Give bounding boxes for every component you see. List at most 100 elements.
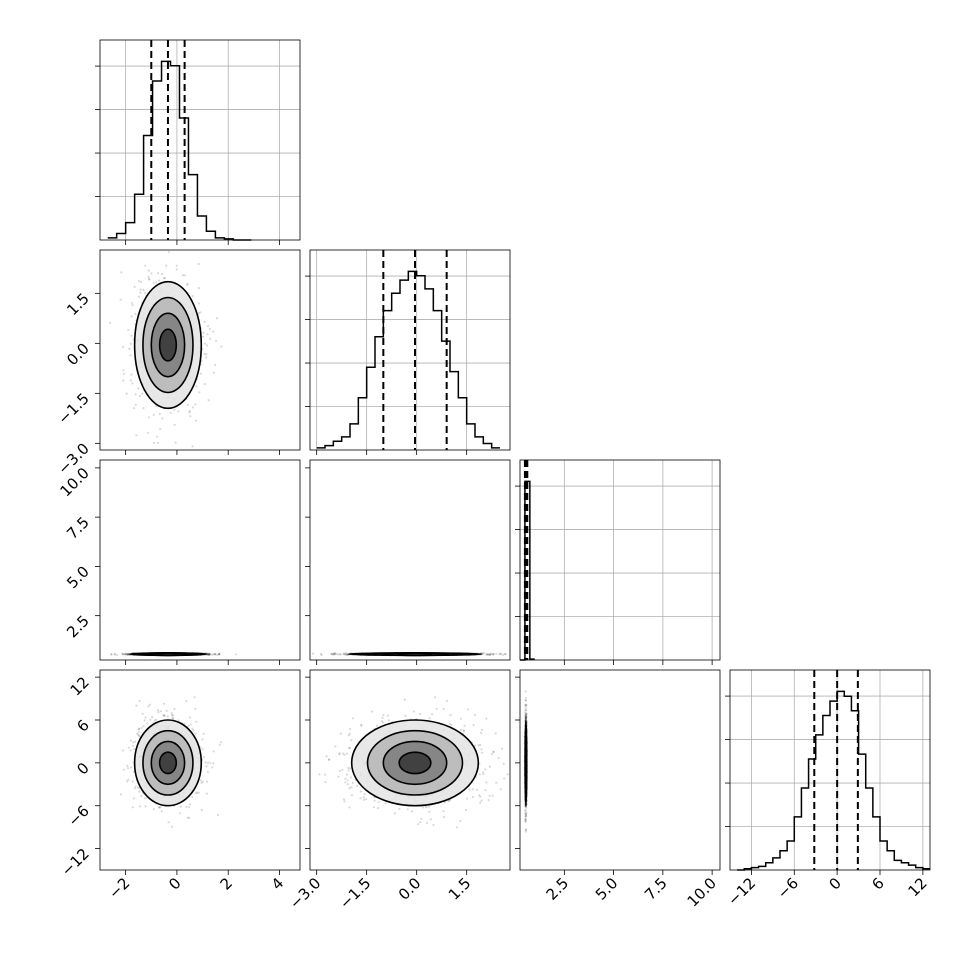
scatter-point bbox=[351, 781, 354, 784]
scatter-point bbox=[147, 705, 150, 708]
scatter-point bbox=[351, 717, 354, 720]
x-tick-label-0-3: 4 bbox=[268, 874, 287, 893]
scatter-point bbox=[376, 724, 379, 727]
scatter-point bbox=[480, 799, 483, 802]
scatter-point bbox=[151, 716, 154, 719]
scatter-point bbox=[486, 653, 489, 656]
scatter-point bbox=[373, 799, 376, 802]
scatter-point bbox=[202, 756, 205, 759]
scatter-point bbox=[149, 718, 152, 721]
panel-1-0: 1.50.0−1.5−3.0 bbox=[54, 249, 301, 478]
scatter-point bbox=[134, 403, 137, 406]
scatter-point bbox=[119, 793, 122, 796]
scatter-point bbox=[345, 773, 348, 776]
scatter-point bbox=[200, 808, 203, 812]
scatter-point bbox=[129, 379, 133, 382]
scatter-point bbox=[127, 746, 130, 749]
panel-2-2 bbox=[515, 459, 721, 665]
scatter-point bbox=[201, 738, 204, 741]
scatter-point bbox=[142, 407, 145, 410]
scatter-point bbox=[205, 765, 208, 768]
scatter-point bbox=[199, 372, 202, 375]
scatter-point bbox=[153, 719, 156, 722]
scatter-point bbox=[174, 441, 177, 444]
scatter-point bbox=[212, 750, 215, 753]
scatter-point bbox=[197, 302, 200, 305]
scatter-point bbox=[131, 744, 135, 748]
scatter-point bbox=[203, 352, 206, 355]
scatter-point bbox=[121, 345, 125, 348]
scatter-point bbox=[203, 320, 206, 323]
scatter-point bbox=[122, 372, 125, 375]
scatter-point bbox=[159, 710, 163, 713]
scatter-point bbox=[142, 288, 145, 291]
y-tick-label-3-4: −12 bbox=[58, 845, 93, 880]
scatter-point bbox=[420, 817, 423, 821]
scatter-point bbox=[173, 408, 176, 411]
scatter-point bbox=[163, 714, 166, 718]
scatter-point bbox=[135, 704, 138, 707]
scatter-point bbox=[131, 304, 134, 307]
scatter-point bbox=[467, 708, 470, 711]
contour-1-0-3 bbox=[158, 328, 178, 362]
scatter-point bbox=[156, 435, 159, 438]
scatter-point bbox=[506, 773, 509, 776]
scatter-point bbox=[488, 794, 491, 797]
panel-0-0 bbox=[95, 39, 301, 245]
scatter-point bbox=[188, 716, 191, 719]
scatter-point bbox=[343, 800, 346, 803]
y-tick-label-3-0: 12 bbox=[67, 673, 93, 699]
scatter-point bbox=[195, 385, 198, 388]
scatter-point bbox=[502, 762, 505, 765]
scatter-point bbox=[138, 700, 141, 703]
scatter-point bbox=[147, 269, 150, 272]
y-tick-label-1-2: −1.5 bbox=[54, 389, 92, 427]
scatter-point bbox=[140, 794, 143, 798]
scatter-point bbox=[205, 792, 208, 795]
scatter-point bbox=[463, 724, 466, 727]
scatter-point bbox=[139, 291, 142, 294]
contour-1-0-2 bbox=[150, 312, 186, 378]
scatter-point bbox=[211, 766, 214, 769]
scatter-point bbox=[185, 283, 188, 287]
scatter-point bbox=[205, 344, 208, 347]
scatter-point bbox=[156, 272, 160, 275]
scatter-point bbox=[181, 274, 185, 277]
scatter-point bbox=[138, 394, 142, 398]
scatter-point bbox=[119, 298, 122, 301]
scatter-point bbox=[206, 653, 210, 656]
scatter-point bbox=[123, 653, 126, 656]
panel-3-1: −3.0 −1.5 0.0 1.5 bbox=[286, 669, 511, 913]
scatter-point bbox=[128, 347, 131, 350]
histogram-1 bbox=[316, 270, 500, 449]
scatter-point bbox=[143, 719, 146, 722]
scatter-point bbox=[188, 816, 191, 819]
y-tick-label-3-2: 0 bbox=[73, 759, 92, 778]
scatter-point bbox=[419, 713, 422, 716]
y-tick-label-1-1: 0.0 bbox=[63, 339, 93, 369]
scatter-point bbox=[503, 777, 506, 780]
scatter-point bbox=[156, 709, 159, 712]
scatter-point bbox=[334, 652, 337, 655]
scatter-point bbox=[187, 806, 191, 809]
panel-frame-0-0 bbox=[99, 39, 301, 241]
scatter-point bbox=[125, 392, 128, 395]
scatter-point bbox=[191, 295, 194, 298]
scatter-point bbox=[349, 767, 352, 770]
scatter-point bbox=[318, 773, 321, 776]
panel-frame-1-1 bbox=[309, 249, 511, 451]
scatter-point bbox=[131, 382, 134, 385]
scatter-point bbox=[216, 813, 220, 817]
scatter-point bbox=[197, 287, 200, 290]
scatter-point bbox=[132, 797, 135, 800]
scatter-point bbox=[129, 739, 132, 742]
panel-2-1 bbox=[305, 459, 511, 665]
scatter-point bbox=[202, 335, 205, 338]
scatter-point bbox=[142, 725, 145, 728]
scatter-point bbox=[165, 264, 168, 267]
scatter-point bbox=[194, 707, 197, 710]
scatter-point bbox=[129, 749, 132, 752]
scatter-point bbox=[133, 407, 136, 410]
scatter-point bbox=[188, 409, 191, 413]
scatter-point bbox=[173, 707, 176, 711]
